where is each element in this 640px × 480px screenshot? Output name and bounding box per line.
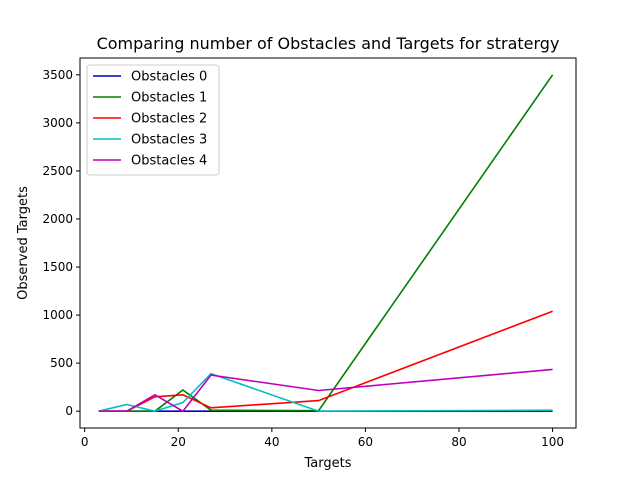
- x-tick-label: 100: [541, 435, 564, 449]
- x-axis-label: Targets: [304, 456, 352, 471]
- plot-lines: [98, 74, 554, 413]
- y-tick-label: 500: [50, 356, 73, 370]
- x-axis: 0 20 40 60 80 100: [81, 428, 564, 449]
- y-tick-label: 1500: [42, 260, 73, 274]
- series-line-obstacles-4: [98, 368, 553, 413]
- y-tick-label: 3500: [42, 68, 73, 82]
- y-tick-label: 2500: [42, 164, 73, 178]
- legend-label: Obstacles 1: [131, 91, 207, 106]
- chart-title: Comparing number of Obstacles and Target…: [97, 34, 560, 53]
- legend-label: Obstacles 0: [131, 70, 207, 85]
- x-tick-label: 60: [358, 435, 373, 449]
- y-axis-label: Observed Targets: [16, 186, 31, 300]
- x-tick-label: 20: [171, 435, 186, 449]
- y-tick-label: 3000: [42, 116, 73, 130]
- legend-box: [86, 64, 220, 176]
- legend-label: Obstacles 3: [131, 133, 207, 148]
- x-tick-label: 40: [264, 435, 279, 449]
- y-axis: 0 500 1000 1500 2000 2500 3000 3500: [42, 68, 80, 418]
- legend-label: Obstacles 2: [131, 112, 207, 127]
- y-tick-label: 1000: [42, 308, 73, 322]
- series-line-obstacles-2: [98, 310, 553, 413]
- y-tick-label: 2000: [42, 212, 73, 226]
- series-line-obstacles-3: [98, 372, 553, 413]
- x-tick-label: 0: [81, 435, 89, 449]
- plot-frame: [79, 57, 577, 429]
- x-tick-label: 80: [451, 435, 466, 449]
- legend: Obstacles 0 Obstacles 1 Obstacles 2 Obstacl…: [86, 64, 220, 176]
- y-tick-label: 0: [65, 404, 73, 418]
- legend-label: Obstacles 4: [131, 154, 207, 169]
